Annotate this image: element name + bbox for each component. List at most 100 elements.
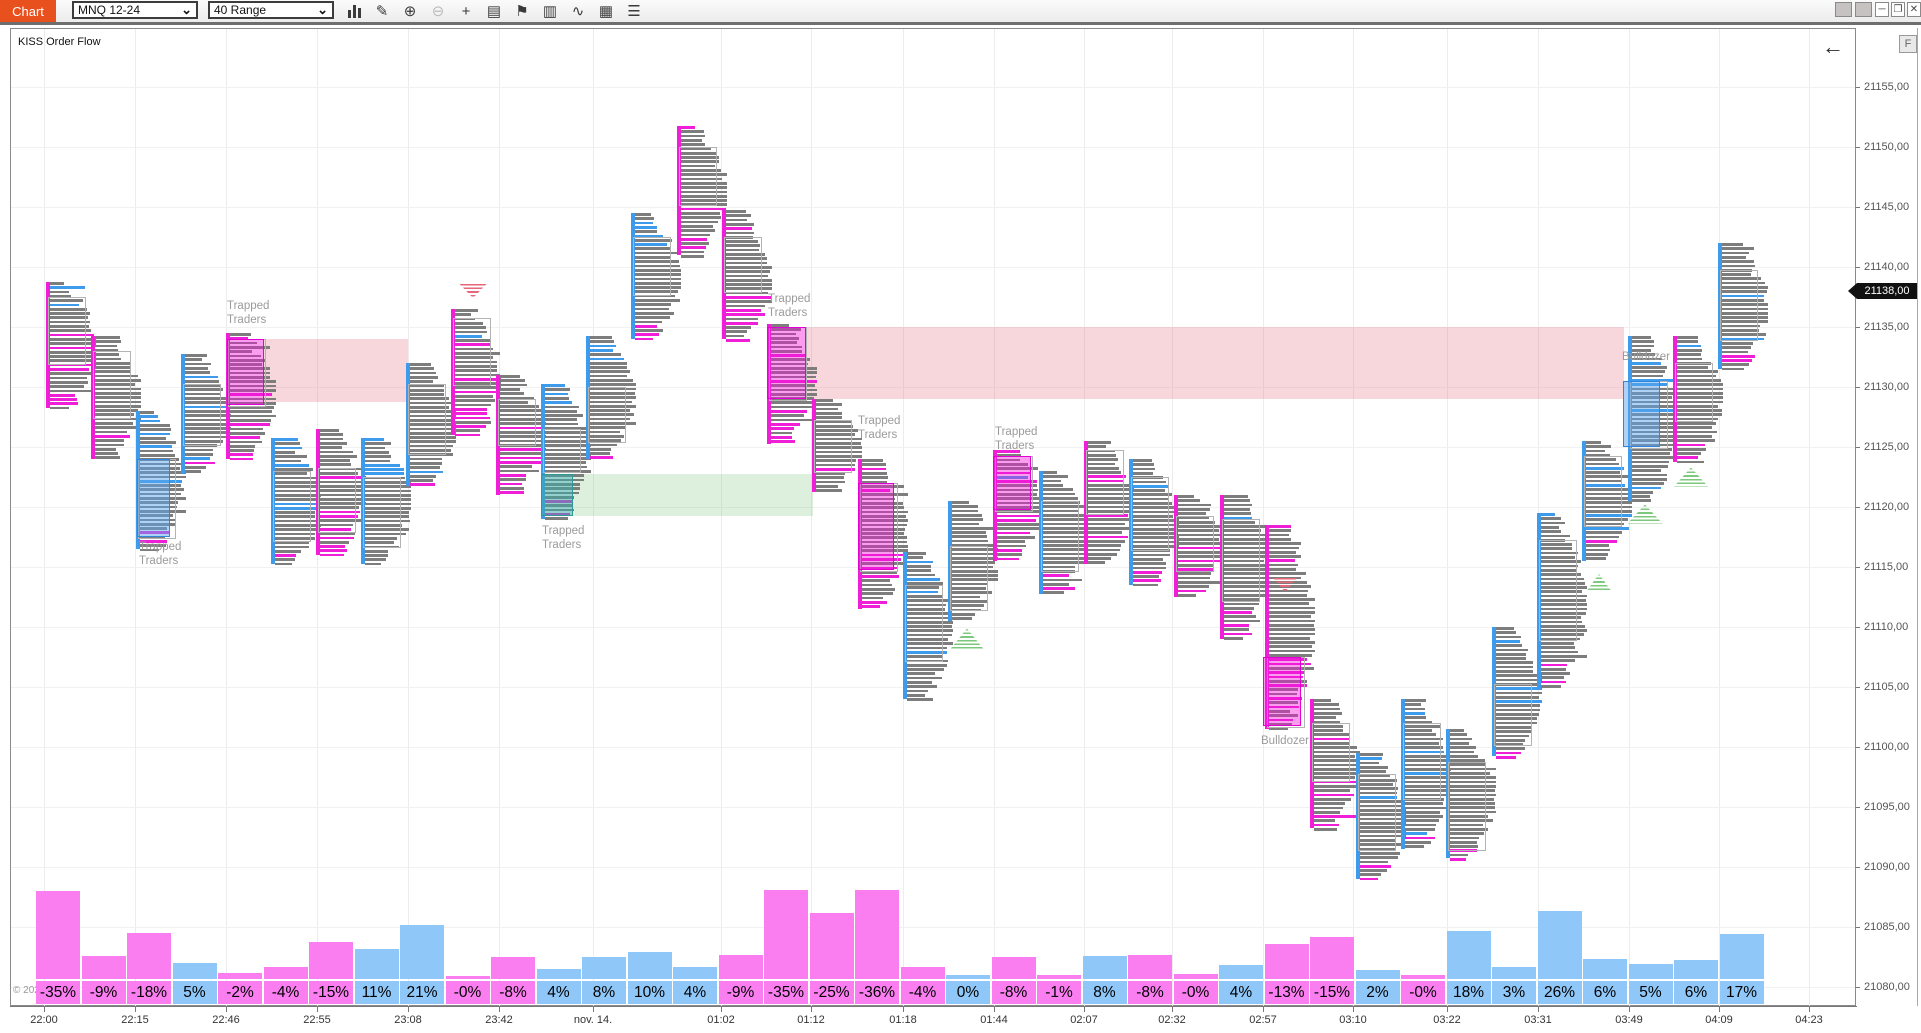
time-tick-label: 01:02 (707, 1014, 735, 1026)
time-tick (811, 1007, 812, 1012)
current-price-arrow (1848, 283, 1857, 299)
app-button-1[interactable] (1835, 2, 1852, 17)
time-tick-label: 23:42 (485, 1014, 513, 1026)
period-value: 40 Range (214, 3, 267, 17)
close-button[interactable]: ✕ (1907, 2, 1921, 17)
line-study-icon[interactable]: ∿ (571, 3, 585, 20)
time-tick (1719, 1007, 1720, 1012)
minimize-button[interactable]: ─ (1875, 2, 1889, 17)
time-axis-line (10, 1006, 1857, 1007)
time-tick-label: 01:12 (797, 1014, 825, 1026)
fullscreen-button[interactable]: F (1899, 35, 1917, 53)
toolbar: Chart MNQ 12-24 ⌄ 40 Range ⌄ ✎ ⊕ ⊖ + ▤ ⚑ ▥ ∿ ▦ ☰ … (0, 0, 1921, 25)
time-tick (1629, 1007, 1630, 1012)
price-tick-label: 21105,00 (1864, 681, 1910, 693)
time-tick (408, 1007, 409, 1012)
price-tick-label: 21125,00 (1864, 441, 1910, 453)
time-tick-label: 01:44 (980, 1014, 1008, 1026)
time-tick (593, 1007, 594, 1012)
time-tick-label: 22:15 (121, 1014, 149, 1026)
time-tick (135, 1007, 136, 1012)
indicator-label: KISS Order Flow (18, 36, 101, 48)
price-tick (1856, 807, 1860, 808)
time-tick (1084, 1007, 1085, 1012)
time-tick-label: 02:32 (1158, 1014, 1186, 1026)
time-tick-label: 01:18 (889, 1014, 917, 1026)
chart-bars-glyph (347, 4, 361, 18)
time-tick (44, 1007, 45, 1012)
price-tick-label: 21135,00 (1864, 321, 1910, 333)
zoom-in-icon[interactable]: ⊕ (403, 3, 417, 20)
price-tick (1856, 687, 1860, 688)
price-tick-label: 21100,00 (1864, 741, 1910, 753)
price-tick-label: 21150,00 (1864, 141, 1910, 153)
price-tick (1856, 207, 1860, 208)
price-tick (1856, 987, 1860, 988)
chart-plot-area[interactable] (10, 28, 1856, 1006)
period-dropdown[interactable]: 40 Range ⌄ (208, 1, 334, 19)
app-button-2[interactable] (1855, 2, 1872, 17)
time-tick-label: 04:09 (1705, 1014, 1733, 1026)
copyright-text: © 2024 (13, 985, 46, 996)
price-tick (1856, 567, 1860, 568)
time-tick-label: 02:07 (1070, 1014, 1098, 1026)
price-tick (1856, 87, 1860, 88)
time-tick-label: 23:08 (394, 1014, 422, 1026)
time-tick-label: 22:00 (30, 1014, 58, 1026)
price-tick (1856, 327, 1860, 328)
time-tick (1809, 1007, 1810, 1012)
price-tick-label: 21080,00 (1864, 981, 1910, 993)
time-tick (1447, 1007, 1448, 1012)
price-tick-label: 21145,00 (1864, 201, 1910, 213)
chevron-down-icon: ⌄ (181, 2, 192, 17)
tab-chart[interactable]: Chart (0, 0, 56, 22)
time-tick (499, 1007, 500, 1012)
price-tick-label: 21115,00 (1864, 561, 1909, 573)
price-tick-label: 21090,00 (1864, 861, 1910, 873)
instrument-dropdown[interactable]: MNQ 12-24 ⌄ (72, 1, 198, 19)
price-tick (1856, 927, 1860, 928)
price-tick (1856, 747, 1860, 748)
time-tick-label: 22:55 (303, 1014, 331, 1026)
current-price-badge: 21138,00 (1857, 283, 1917, 299)
time-tick (1263, 1007, 1264, 1012)
instrument-value: MNQ 12-24 (78, 3, 141, 17)
time-tick (1538, 1007, 1539, 1012)
time-tick (903, 1007, 904, 1012)
draw-pencil-icon[interactable]: ✎ (375, 3, 389, 20)
time-tick (1172, 1007, 1173, 1012)
time-tick (317, 1007, 318, 1012)
restore-button[interactable]: ❐ (1891, 2, 1905, 17)
time-tick (1353, 1007, 1354, 1012)
price-tick-label: 21130,00 (1864, 381, 1910, 393)
alert-flag-icon[interactable]: ⚑ (515, 3, 529, 20)
time-tick-label: 03:22 (1433, 1014, 1461, 1026)
time-tick (226, 1007, 227, 1012)
chart-bars-icon[interactable] (342, 0, 366, 22)
price-tick (1856, 387, 1860, 388)
price-tick (1856, 147, 1860, 148)
crosshair-icon[interactable]: + (461, 2, 471, 20)
time-tick-label: 03:49 (1615, 1014, 1643, 1026)
price-tick (1856, 867, 1860, 868)
price-tick-label: 21095,00 (1864, 801, 1910, 813)
price-tick (1856, 447, 1860, 448)
back-arrow-icon[interactable]: ← (1822, 34, 1844, 59)
price-tick (1856, 267, 1860, 268)
time-tick (994, 1007, 995, 1012)
price-tick-label: 21110,00 (1864, 621, 1909, 633)
data-series-icon[interactable]: ▤ (486, 3, 502, 20)
time-tick-label: nov. 14. (573, 1014, 613, 1026)
indicator-panel-icon[interactable]: ▥ (542, 3, 558, 20)
zoom-out-icon[interactable]: ⊖ (431, 3, 445, 20)
time-tick-label: 04:23 (1795, 1014, 1823, 1026)
time-tick-label: 03:10 (1339, 1014, 1367, 1026)
time-tick-label: 03:31 (1524, 1014, 1552, 1026)
chevron-down-icon: ⌄ (317, 2, 328, 17)
price-axis[interactable]: 21155,00 21150,00 21145,00 21140,00 21135,00… (1856, 28, 1918, 1006)
properties-grid-icon[interactable]: ▦ (598, 3, 614, 20)
price-tick-label: 21085,00 (1864, 921, 1910, 933)
list-icon[interactable]: ☰ (627, 3, 641, 20)
price-tick-label: 21120,00 (1864, 501, 1910, 513)
